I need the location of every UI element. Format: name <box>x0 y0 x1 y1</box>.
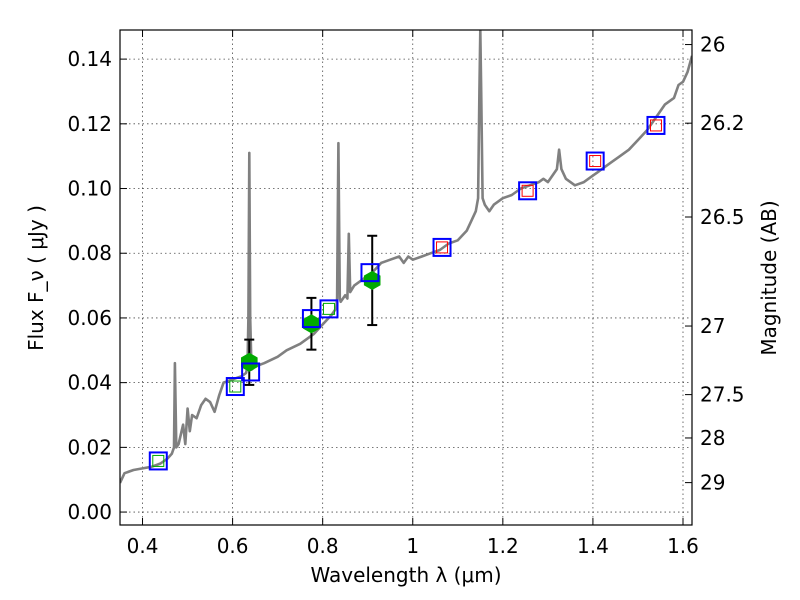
y-tick-label: 0.14 <box>67 47 112 71</box>
photometry-point <box>303 314 320 334</box>
spectrum-layer <box>120 30 692 484</box>
y-axis-title: Flux F_ν ( μJy ) <box>24 205 48 351</box>
y2-tick-label: 27 <box>700 314 725 338</box>
inner-square-marker <box>521 184 534 197</box>
bandpass-square <box>241 362 261 382</box>
inner-square-marker <box>436 241 449 254</box>
bandpass-square <box>225 377 245 397</box>
bandpass-square <box>518 181 538 201</box>
inner-square-marker <box>589 155 602 168</box>
bandpass-square <box>432 237 452 257</box>
y2-tick-label: 26.5 <box>700 205 745 229</box>
x-tick-label: 0.6 <box>217 534 249 558</box>
x-tick-label: 1.6 <box>667 534 699 558</box>
y-tick-label: 0.02 <box>67 435 112 459</box>
y2-tick-label: 26 <box>700 33 725 57</box>
inner-square-marker <box>152 454 165 467</box>
y-tick-label: 0.10 <box>67 177 112 201</box>
x-tick-label: 1.4 <box>577 534 609 558</box>
x-tick-label: 1 <box>406 534 419 558</box>
bandpass-square <box>301 309 321 329</box>
x-tick-label: 1.2 <box>487 534 519 558</box>
y-tick-label: 0.04 <box>67 371 112 395</box>
bandpass-square <box>148 451 168 471</box>
bandpass-square <box>585 151 605 171</box>
inner-square-marker <box>322 302 335 315</box>
inner-square-marker <box>229 380 242 393</box>
bandpass-square <box>646 115 666 135</box>
y-tick-label: 0.12 <box>67 112 112 136</box>
y2-tick-label: 28 <box>700 426 725 450</box>
x-tick-label: 0.8 <box>307 534 339 558</box>
y-tick-label: 0.08 <box>67 241 112 265</box>
y-tick-label: 0.06 <box>67 306 112 330</box>
inner-square-marker <box>649 119 662 132</box>
y2-tick-label: 27.5 <box>700 383 745 407</box>
spectrum-line <box>120 30 692 484</box>
marker-layer <box>148 115 666 471</box>
y2-tick-label: 26.2 <box>700 111 745 135</box>
ticks: 0.4 0.6 0.8 1 1.2 1.4 1.6 0.00 0.02 0.04 0.06 0.08 0… <box>67 30 745 558</box>
y2-tick-label: 29 <box>700 471 725 495</box>
grid <box>120 30 692 525</box>
x-axis-title: Wavelength λ (μm) <box>310 563 501 587</box>
plot-frame <box>119 29 693 526</box>
photometry-point <box>241 352 258 372</box>
x-tick-label: 0.4 <box>127 534 159 558</box>
y-tick-label: 0.00 <box>67 500 112 524</box>
bandpass-square <box>319 299 339 319</box>
bandpass-square <box>360 263 380 283</box>
y2-axis-title: Magnitude (AB) <box>757 200 781 355</box>
